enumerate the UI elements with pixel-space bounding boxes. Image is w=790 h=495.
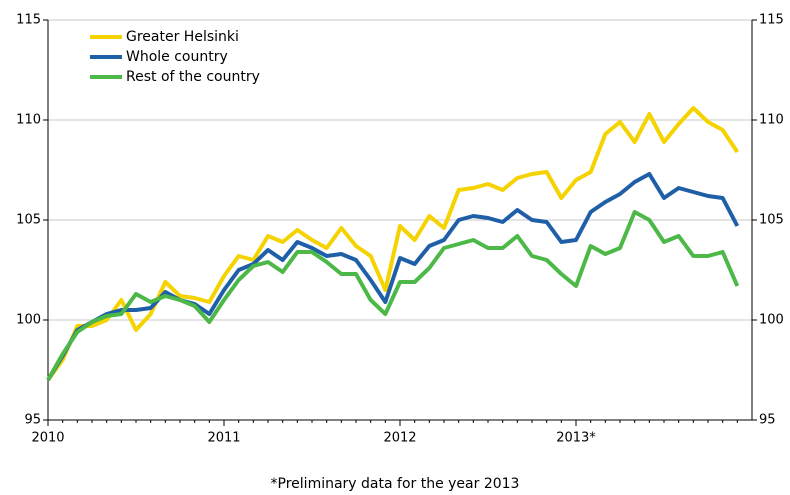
y2-tick-label: 115 bbox=[759, 13, 784, 28]
y-tick-label: 100 bbox=[16, 313, 41, 328]
footnote: *Preliminary data for the year 2013 bbox=[271, 476, 520, 492]
x-tick-label: 2011 bbox=[207, 431, 240, 446]
y2-tick-label: 105 bbox=[759, 213, 784, 228]
legend-label: Whole country bbox=[126, 49, 228, 65]
y2-tick-label: 110 bbox=[759, 113, 784, 128]
y-tick-label: 110 bbox=[16, 113, 41, 128]
x-tick-label: 2010 bbox=[31, 431, 64, 446]
legend-label: Greater Helsinki bbox=[126, 29, 239, 45]
x-tick-label: 2012 bbox=[383, 431, 416, 446]
series-line bbox=[46, 210, 740, 381]
legend-label: Rest of the country bbox=[126, 69, 260, 85]
x-tick-label: 2013* bbox=[556, 431, 596, 446]
series-line bbox=[46, 106, 739, 382]
y2-tick-label: 100 bbox=[759, 313, 784, 328]
y-tick-label: 105 bbox=[16, 213, 41, 228]
y-tick-label: 115 bbox=[16, 13, 41, 28]
series-line bbox=[46, 172, 740, 382]
y-tick-label: 95 bbox=[24, 413, 41, 428]
y2-tick-label: 95 bbox=[759, 413, 776, 428]
